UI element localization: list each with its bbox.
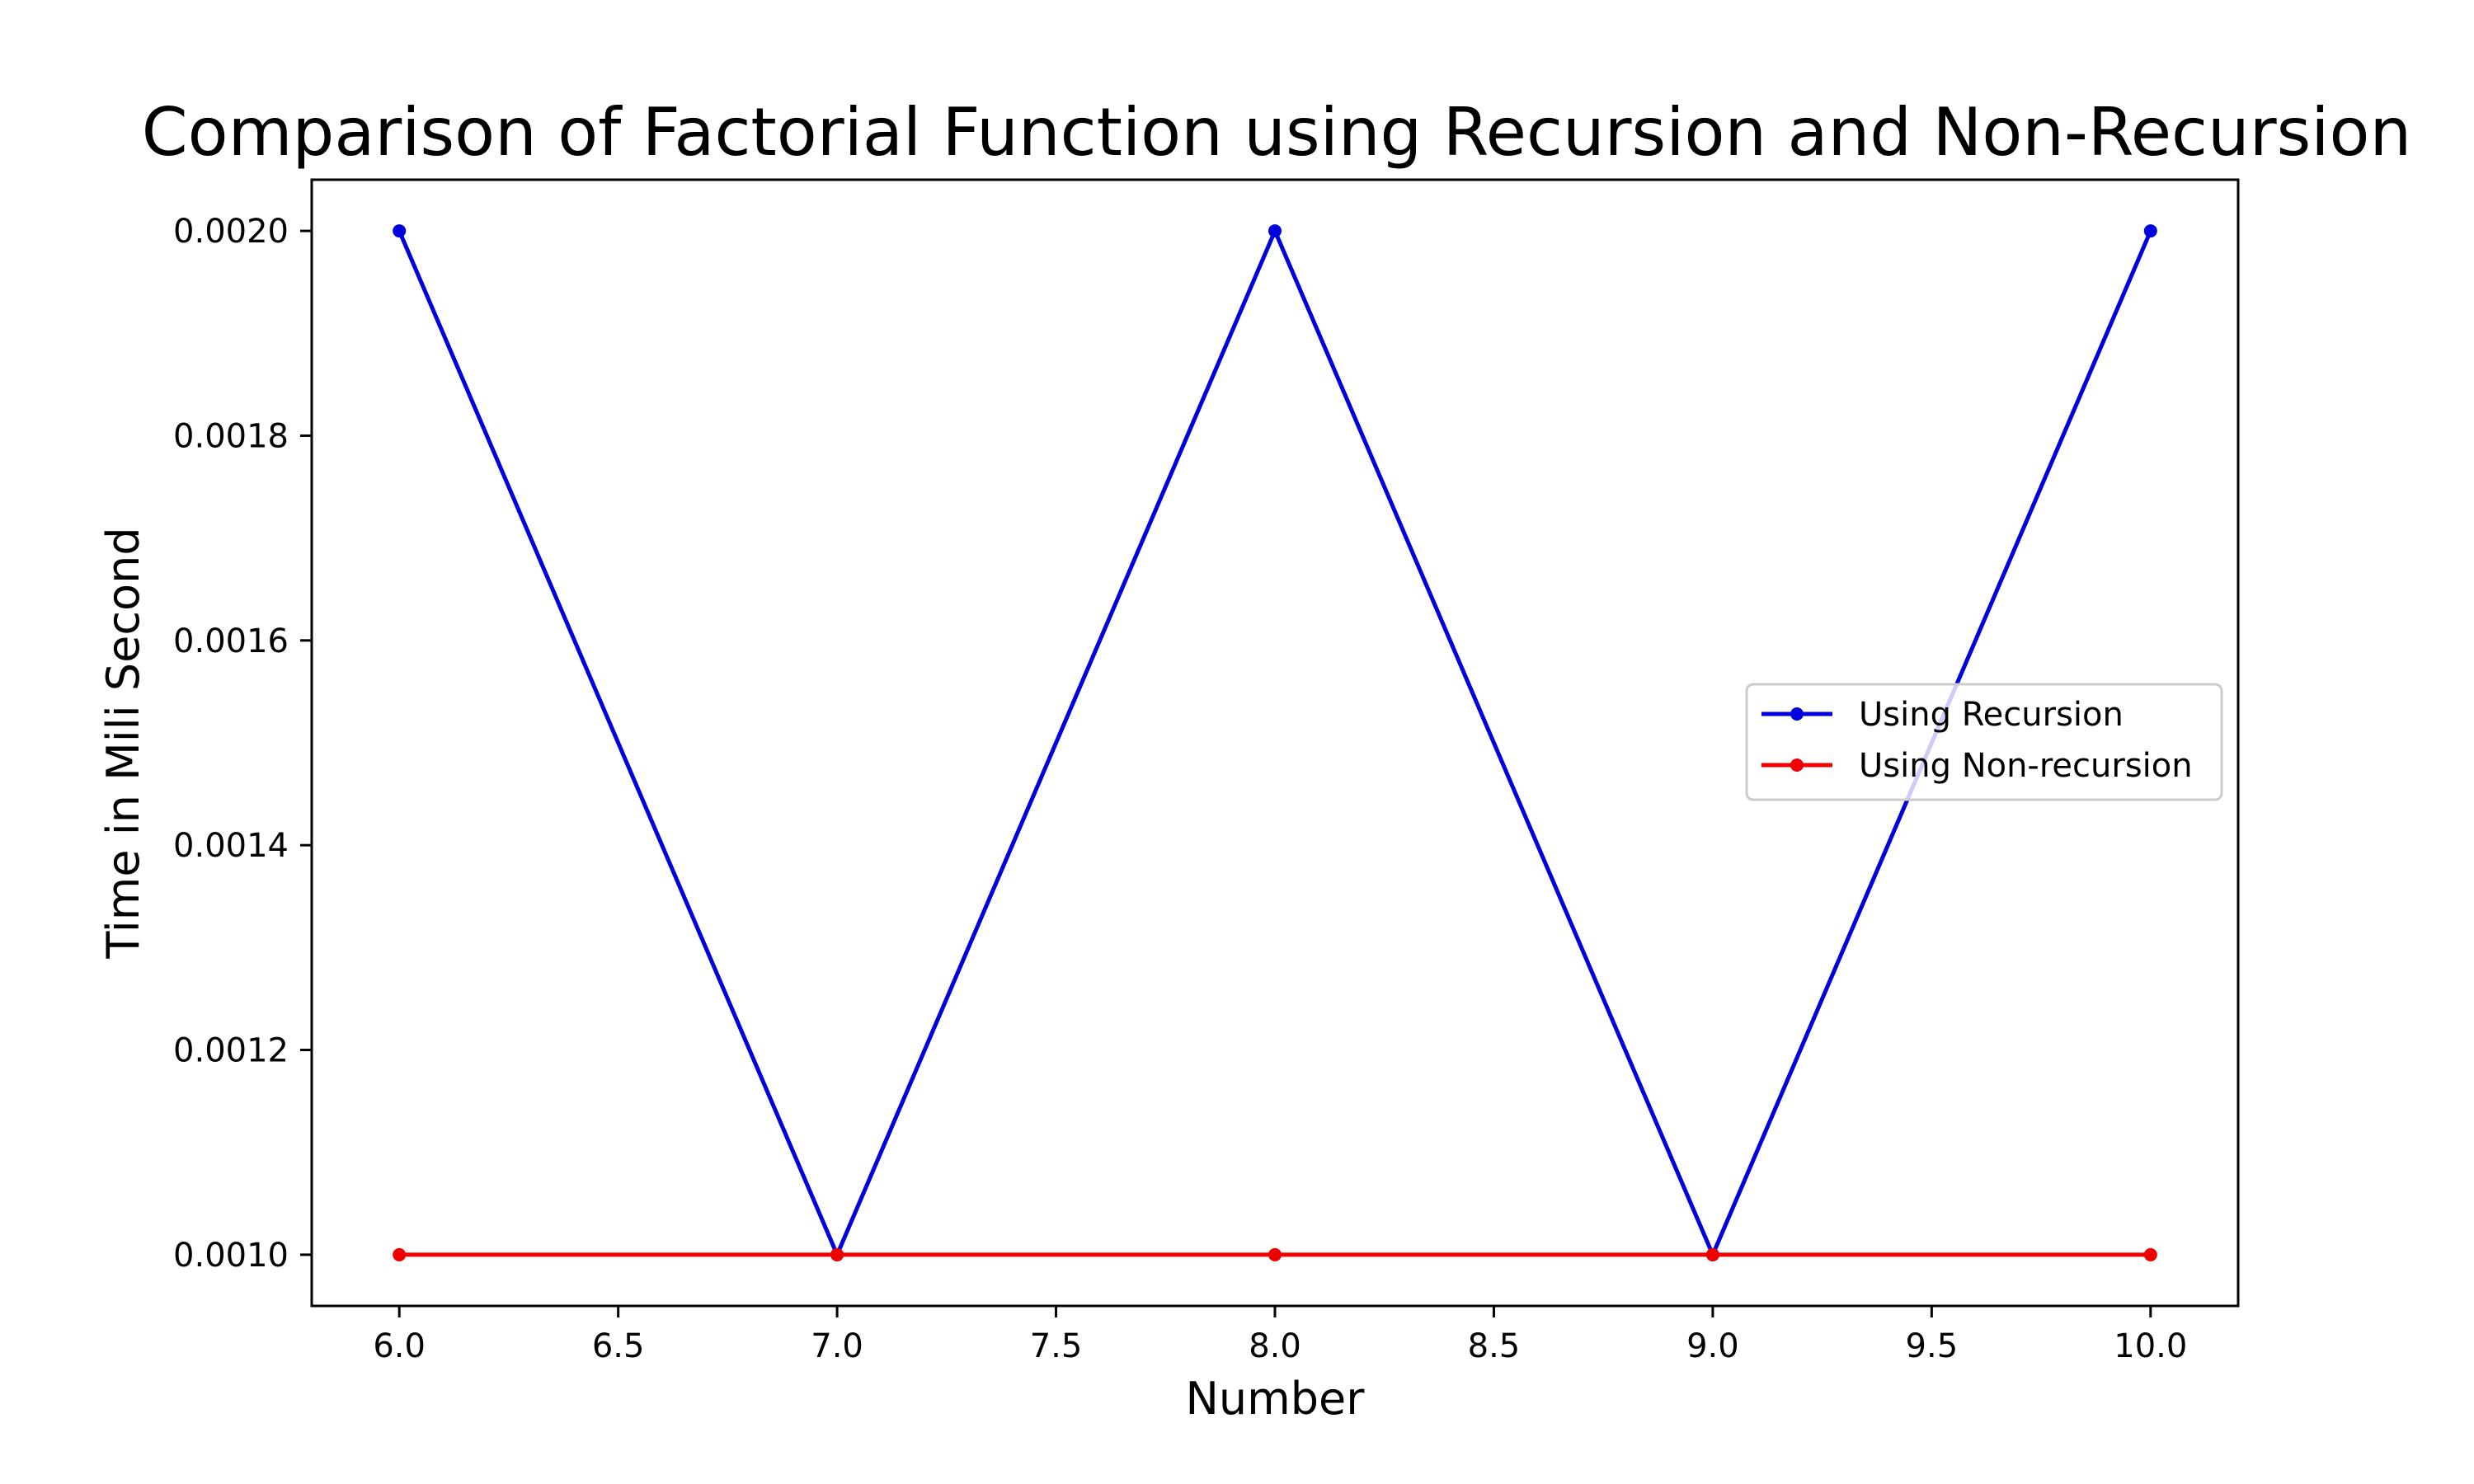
x-axis-label: Number bbox=[1186, 1373, 1366, 1425]
legend-label: Using Recursion bbox=[1859, 696, 2124, 734]
legend-box bbox=[1745, 683, 2223, 801]
data-point bbox=[1268, 224, 1282, 238]
legend-item-recursion: Using Recursion bbox=[1761, 696, 2124, 734]
legend-marker bbox=[1790, 707, 1804, 721]
y-axis-ticks: 0.0010 0.0012 0.0014 0.0016 0.0018 0.0020 bbox=[173, 213, 312, 1275]
legend-item-non-recursion: Using Non-recursion bbox=[1761, 747, 2193, 785]
x-tick-label: 7.5 bbox=[1030, 1327, 1083, 1365]
legend-items: Using Recursion Using Non-recursion bbox=[1761, 696, 2193, 785]
series-layer bbox=[393, 224, 2157, 1261]
chart-title: Comparison of Factorial Function using R… bbox=[142, 94, 2411, 171]
x-tick-label: 10.0 bbox=[2114, 1327, 2187, 1365]
y-tick-label: 0.0012 bbox=[173, 1032, 289, 1070]
legend-label: Using Non-recursion bbox=[1859, 747, 2193, 785]
data-point bbox=[393, 1247, 407, 1261]
y-tick-label: 0.0016 bbox=[173, 622, 289, 660]
x-tick-label: 8.5 bbox=[1468, 1327, 1521, 1365]
x-tick-label: 6.0 bbox=[373, 1327, 426, 1365]
legend: Using Recursion Using Non-recursion bbox=[1745, 683, 2223, 801]
x-tick-label: 9.0 bbox=[1686, 1327, 1739, 1365]
y-tick-label: 0.0020 bbox=[173, 213, 289, 251]
data-point bbox=[830, 1247, 844, 1261]
y-tick-label: 0.0014 bbox=[173, 827, 289, 865]
series-non-recursion bbox=[393, 1247, 2157, 1261]
x-tick-label: 9.5 bbox=[1906, 1327, 1959, 1365]
data-point bbox=[2143, 1247, 2157, 1261]
data-point bbox=[1268, 1247, 1282, 1261]
x-tick-label: 8.0 bbox=[1249, 1327, 1301, 1365]
x-tick-label: 7.0 bbox=[811, 1327, 863, 1365]
y-tick-label: 0.0010 bbox=[173, 1237, 289, 1275]
x-axis-ticks: 6.0 6.5 7.0 7.5 8.0 8.5 9.0 9.5 10.0 bbox=[373, 1306, 2187, 1365]
legend-marker bbox=[1790, 758, 1804, 772]
data-point bbox=[393, 224, 407, 238]
data-point bbox=[2143, 224, 2157, 238]
x-tick-label: 6.5 bbox=[592, 1327, 645, 1365]
y-tick-label: 0.0018 bbox=[173, 417, 289, 455]
y-axis-label: Time in Mili Second bbox=[97, 527, 149, 959]
data-point bbox=[1705, 1247, 1719, 1261]
